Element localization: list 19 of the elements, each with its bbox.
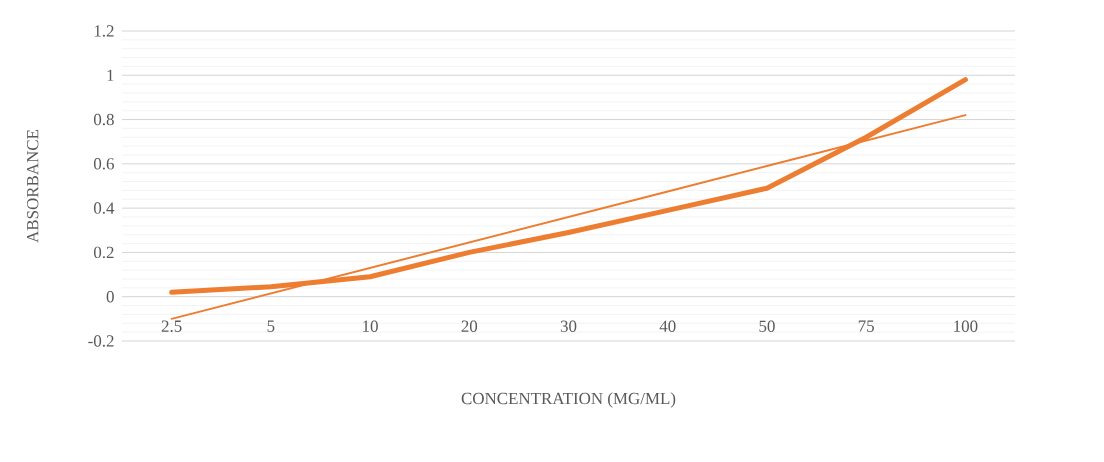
x-tick-label: 75 [858,320,874,332]
y-tick-label: -0.2 [88,335,114,347]
x-axis-title: CONCENTRATION (MG/ML) [461,392,676,408]
y-tick-label: 0.4 [93,202,115,214]
x-tick-label: 50 [759,320,775,332]
y-tick-label: 0.8 [93,113,114,126]
y-axis-title: ABSORBANCE [27,129,39,243]
x-tick-label: 20 [461,320,478,332]
x-tick-label: 40 [659,320,676,332]
x-tick-label: 10 [363,320,378,332]
y-tick-label: 1.2 [94,25,114,37]
x-tick-label: 100 [954,320,978,332]
x-tick-label: 30 [560,320,577,332]
y-tick-label: 0.6 [93,158,114,170]
y-tick-label: 0 [106,290,114,303]
y-tick-label: 0.2 [93,246,114,259]
x-tick-label: 5 [267,320,275,332]
y-tick-label: 1 [107,69,114,81]
x-tick-label: 2.5 [161,320,182,332]
